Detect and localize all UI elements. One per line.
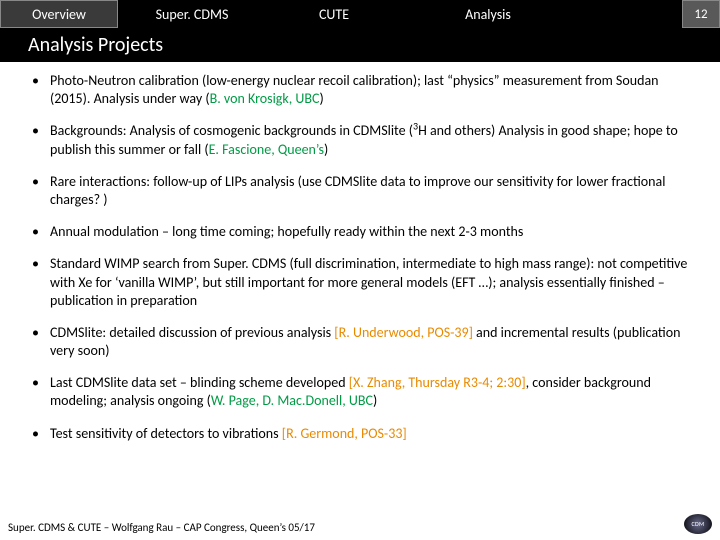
- list-item: Test sensitivity of detectors to vibrati…: [22, 425, 698, 443]
- author-highlight: W. Page, D. Mac.Donell, UBC: [211, 392, 373, 409]
- list-item: Photo-Neutron calibration (low-energy nu…: [22, 72, 698, 108]
- tab-cute[interactable]: CUTE: [266, 0, 402, 28]
- bullet-text: Rare interactions: follow-up of LIPs ana…: [50, 173, 665, 208]
- slide-title: Analysis Projects: [28, 33, 163, 57]
- ref-highlight: [X. Zhang, Thursday R3-4; 2:30]: [349, 374, 526, 391]
- tab-analysis[interactable]: Analysis: [402, 0, 574, 28]
- content-area: Photo-Neutron calibration (low-energy nu…: [0, 62, 720, 443]
- list-item: Standard WIMP search from Super. CDMS (f…: [22, 255, 698, 310]
- list-item: Last CDMSlite data set – blinding scheme…: [22, 374, 698, 410]
- list-item: Rare interactions: follow-up of LIPs ana…: [22, 173, 698, 209]
- bullet-text: Annual modulation – long time coming; ho…: [50, 223, 523, 240]
- tab-supercdms[interactable]: Super. CDMS: [118, 0, 266, 28]
- tab-spacer: [574, 0, 682, 28]
- author-highlight: B. von Krosigk, UBC: [210, 90, 320, 107]
- logo-label: CDM: [692, 520, 705, 528]
- bullet-text: Test sensitivity of detectors to vibrati…: [50, 425, 282, 442]
- bullet-text: ): [319, 90, 323, 107]
- tab-overview[interactable]: Overview: [0, 0, 118, 28]
- bullet-text: Photo-Neutron calibration (low-energy nu…: [50, 72, 659, 107]
- footer-text: Super. CDMS & CUTE – Wolfgang Rau – CAP …: [8, 521, 315, 534]
- list-item: Annual modulation – long time coming; ho…: [22, 223, 698, 241]
- bullet-text: Last CDMSlite data set – blinding scheme…: [50, 374, 349, 391]
- bullet-text: ): [373, 392, 377, 409]
- bullet-text: Standard WIMP search from Super. CDMS (f…: [50, 255, 687, 308]
- ref-highlight: [R. Underwood, POS-39]: [334, 324, 473, 341]
- bullet-text: ): [324, 141, 328, 158]
- page-number: 12: [682, 0, 720, 28]
- tab-bar: Overview Super. CDMS CUTE Analysis 12: [0, 0, 720, 28]
- bullet-list: Photo-Neutron calibration (low-energy nu…: [22, 72, 698, 443]
- bullet-text: Backgrounds: Analysis of cosmogenic back…: [50, 122, 413, 139]
- list-item: CDMSlite: detailed discussion of previou…: [22, 324, 698, 360]
- ref-highlight: [R. Germond, POS-33]: [282, 425, 407, 442]
- logo-icon: CDM: [684, 514, 712, 534]
- slide-title-row: Analysis Projects: [0, 28, 720, 62]
- author-highlight: E. Fascione, Queen’s: [209, 141, 324, 158]
- list-item: Backgrounds: Analysis of cosmogenic back…: [22, 122, 698, 158]
- bullet-text: CDMSlite: detailed discussion of previou…: [50, 324, 334, 341]
